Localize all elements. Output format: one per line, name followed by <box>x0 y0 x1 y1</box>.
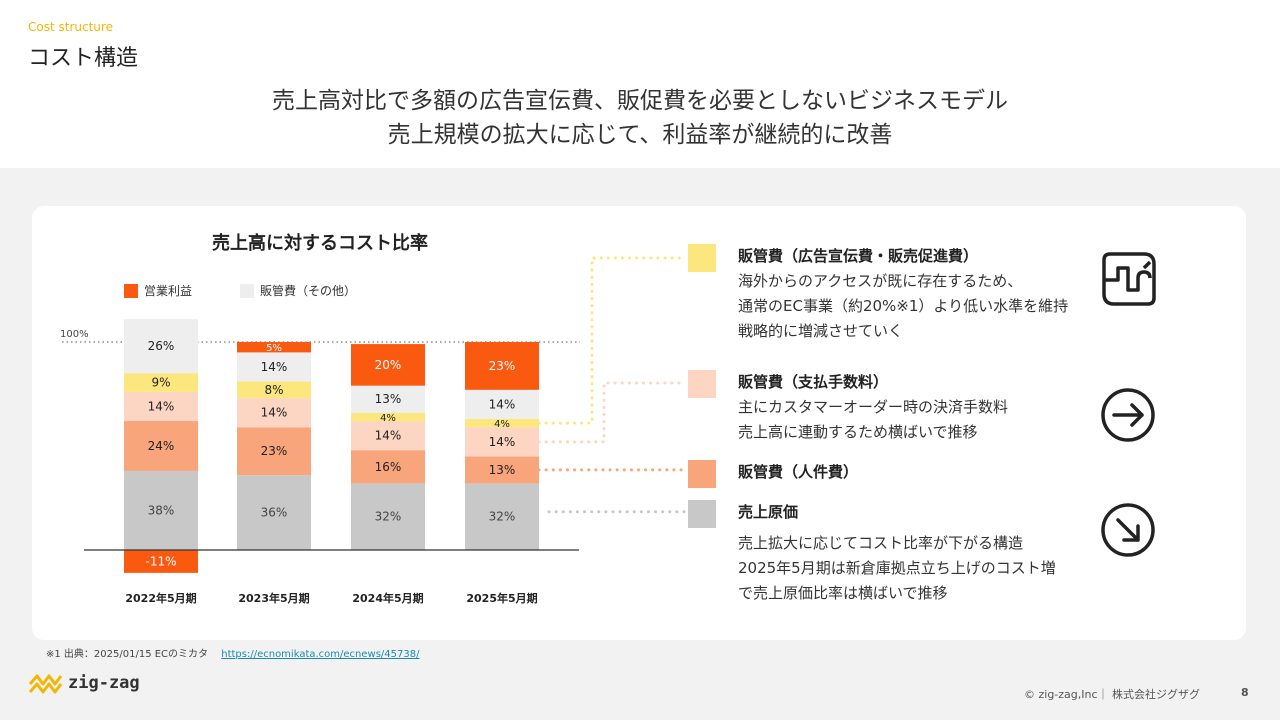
footnote-link[interactable]: https://ecnomikata.com/ecnews/45738/ <box>221 649 420 660</box>
wavy-arrow-box-icon <box>1102 252 1156 306</box>
headline-line-1: 売上高対比で多額の広告宣伝費、販促費を必要としないビジネスモデル <box>272 88 1008 114</box>
cogs-description: 売上拡大に応じてコスト比率が下がる構造 2025年5月期は新倉庫拠点立ち上げのコ… <box>738 531 1056 606</box>
category-swatch <box>688 370 716 398</box>
footnote: ※1 出典：2025/01/15 ECのミカタ https://ecnomika… <box>46 645 419 660</box>
zigzag-logo-icon <box>28 674 63 694</box>
legend-swatch <box>240 283 254 298</box>
category-desc-line: 売上高に連動するため横ばいで推移 <box>738 423 978 441</box>
category-ad-promo: 販管費（広告宣伝費・販売促進費） 海外からのアクセスが既に存在するため、 通常の… <box>688 244 1068 344</box>
category-swatch <box>688 460 716 488</box>
category-heading: 販管費（人件費） <box>738 463 859 481</box>
category-heading: 売上原価 <box>738 503 799 521</box>
chart-title: 売上高に対するコスト比率 <box>212 233 428 254</box>
cogs-desc-line: 2025年5月期は新倉庫拠点立ち上げのコスト増 <box>738 559 1056 577</box>
category-heading: 販管費（支払手数料） <box>738 373 889 391</box>
copyright: © zig-zag,Inc｜ 株式会社ジグザグ <box>1024 688 1201 701</box>
category-cogs: 売上原価 <box>688 500 798 528</box>
category-desc-line: 通常のEC事業（約20%※1）より低い水準を維持 <box>738 297 1069 315</box>
category-desc-line: 主にカスタマーオーダー時の決済手数料 <box>738 398 1009 416</box>
logo: zig-zag <box>28 670 140 696</box>
arrow-down-right-circle-icon <box>1101 503 1155 557</box>
category-heading: 販管費（広告宣伝費・販売促進費） <box>738 247 979 265</box>
section-label-en: Cost structure <box>28 20 113 34</box>
logo-text: zig-zag <box>68 673 140 693</box>
category-desc-line: 海外からのアクセスが既に存在するため、 <box>738 272 1023 290</box>
legend-item-operating-profit: 営業利益 <box>124 282 192 299</box>
legend-swatch <box>124 283 138 298</box>
arrow-right-circle-icon <box>1101 388 1155 442</box>
legend-item-sga-other: 販管費（その他） <box>240 282 356 299</box>
page-number: 8 <box>1241 686 1249 699</box>
category-payment-fees: 販管費（支払手数料） 主にカスタマーオーダー時の決済手数料 売上高に連動するため… <box>688 370 1008 445</box>
category-swatch <box>688 500 716 528</box>
footnote-text: ※1 出典：2025/01/15 ECのミカタ <box>46 649 209 660</box>
legend-label: 販管費（その他） <box>260 284 357 298</box>
category-desc-line: 戦略的に増減させていく <box>738 322 904 340</box>
cogs-desc-line: 売上拡大に応じてコスト比率が下がる構造 <box>738 534 1024 552</box>
category-personnel: 販管費（人件費） <box>688 460 858 488</box>
header-area <box>0 0 1280 168</box>
headline: 売上高対比で多額の広告宣伝費、販促費を必要としないビジネスモデル 売上規模の拡大… <box>0 84 1280 152</box>
category-swatch <box>688 244 716 272</box>
cogs-desc-line: で売上原価比率は横ばいで推移 <box>738 584 948 602</box>
legend-label: 営業利益 <box>144 284 193 298</box>
headline-line-2: 売上規模の拡大に応じて、利益率が継続的に改善 <box>387 122 893 148</box>
section-title: コスト構造 <box>28 46 139 71</box>
